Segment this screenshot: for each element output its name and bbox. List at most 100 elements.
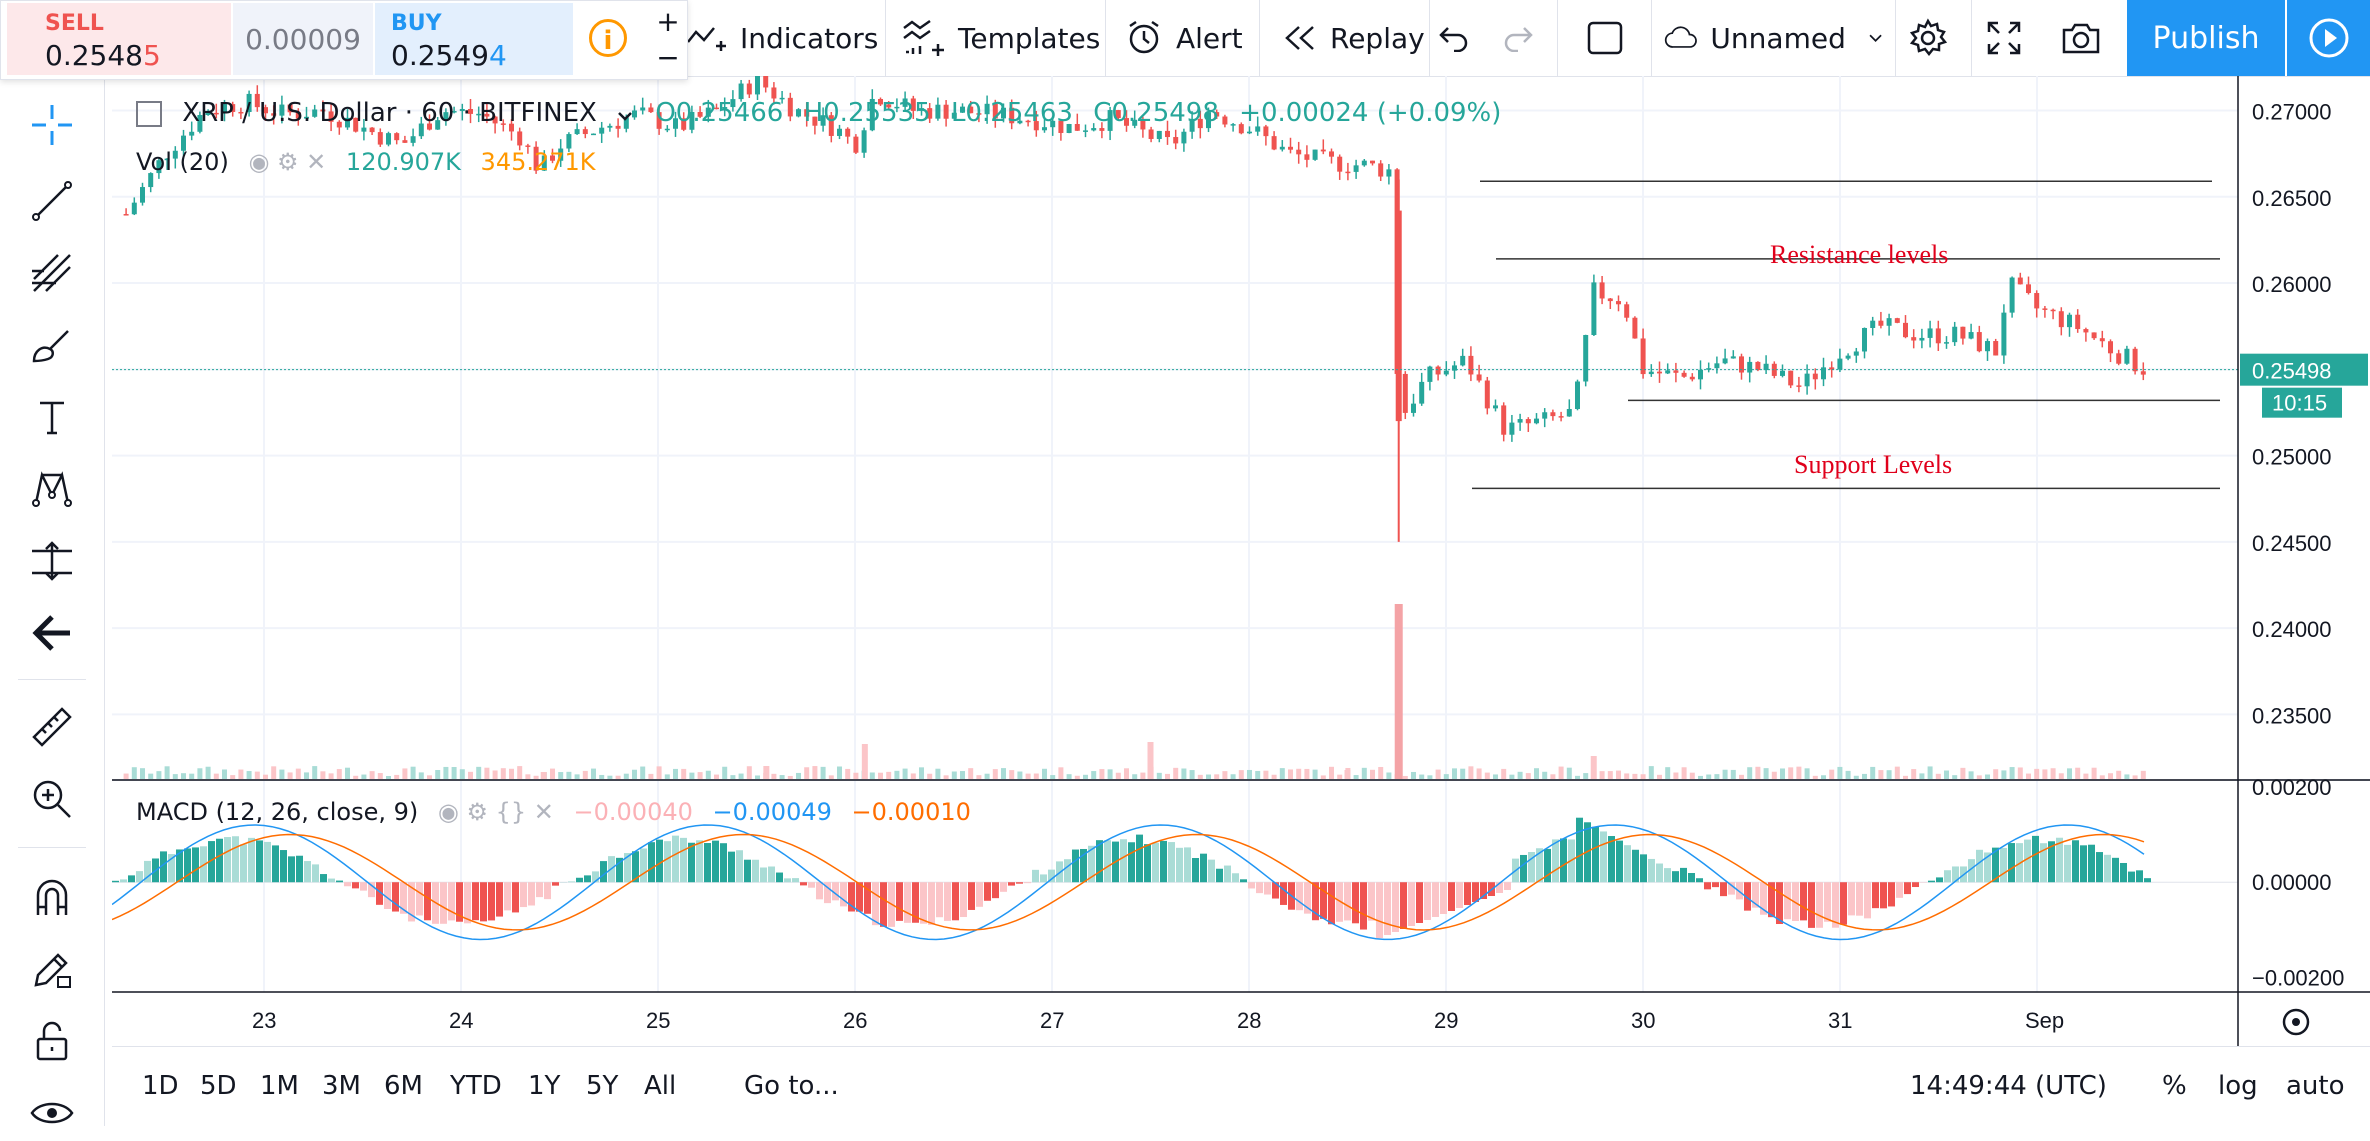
volume-title[interactable]: Vol (20) (136, 148, 229, 176)
range-1m[interactable]: 1M (260, 1071, 299, 1101)
candle-body (1632, 318, 1637, 339)
macd-histogram-bar (288, 856, 295, 882)
replay-button[interactable]: Replay (1260, 0, 1430, 76)
lock-tool[interactable] (20, 1013, 84, 1069)
macd-histogram-bar (120, 879, 127, 882)
settings-button[interactable] (1896, 0, 1972, 76)
visibility-icon[interactable]: ◉ ⚙ ✕ (248, 148, 326, 176)
volume-bar (460, 769, 465, 780)
lock-drawing-mode-tool[interactable] (20, 941, 84, 997)
buy-button[interactable]: BUY 0.25494 (375, 3, 573, 75)
candle-body (1272, 136, 1277, 149)
sell-button[interactable]: SELL 0.25485 (7, 3, 231, 75)
range-5y[interactable]: 5Y (586, 1071, 618, 1101)
pattern-icon (30, 467, 74, 511)
play-button[interactable] (2287, 0, 2370, 76)
volume-bar (1009, 770, 1014, 780)
clock[interactable]: 14:49:44 (UTC) (1910, 1071, 2107, 1101)
zoom-in-icon (30, 777, 74, 821)
templates-button[interactable]: Templates (886, 0, 1106, 76)
range-5d[interactable]: 5D (200, 1071, 237, 1101)
macd-histogram-bar (920, 882, 927, 923)
price-chart[interactable]: 0.270000.265000.260000.255000.250000.245… (112, 76, 2370, 1046)
log-scale-toggle[interactable]: log (2218, 1071, 2258, 1101)
collapse-legend-icon[interactable] (136, 101, 162, 127)
magnet-tool[interactable] (20, 869, 84, 925)
chevron-down-icon[interactable] (617, 111, 633, 121)
undo-button[interactable] (1430, 0, 1490, 76)
zoom-tool[interactable] (20, 771, 84, 827)
alert-button[interactable]: Alert (1106, 0, 1260, 76)
volume-bar (1993, 769, 1998, 780)
last-price-label: 0.25498 (2252, 359, 2332, 384)
decrease-button[interactable]: − (653, 41, 683, 74)
auto-scale-toggle[interactable]: auto (2286, 1071, 2345, 1101)
range-all[interactable]: All (644, 1071, 676, 1101)
time-axis-label: Sep (2025, 1008, 2064, 1033)
text-tool[interactable] (20, 389, 84, 445)
increase-button[interactable]: + (653, 5, 683, 38)
volume-bar (550, 769, 555, 780)
info-icon[interactable]: i (589, 19, 627, 57)
crosshair-tool[interactable] (20, 97, 84, 153)
volume-bar (1116, 773, 1121, 780)
candle-body (1837, 359, 1842, 370)
measure-tool[interactable] (20, 533, 84, 589)
macd-title[interactable]: MACD (12, 26, close, 9) (136, 798, 418, 826)
brush-tool[interactable] (20, 317, 84, 373)
macd-histogram-bar (1720, 882, 1727, 896)
volume-bar (1731, 770, 1736, 780)
volume-bar (1296, 769, 1301, 780)
square-layout-icon (1585, 18, 1625, 58)
goto-button[interactable]: Go to... (744, 1071, 839, 1101)
percent-scale-toggle[interactable]: % (2162, 1071, 2187, 1101)
range-3m[interactable]: 3M (322, 1071, 361, 1101)
volume-bar (140, 768, 145, 780)
volume-bar (870, 772, 875, 780)
fullscreen-button[interactable] (1972, 0, 2048, 76)
volume-bar (1583, 773, 1588, 780)
range-1y[interactable]: 1Y (528, 1071, 560, 1101)
macd-histogram-bar (2000, 848, 2007, 882)
macd-histogram-bar (856, 882, 863, 911)
trend-line-tool[interactable] (20, 173, 84, 229)
back-tool[interactable] (20, 605, 84, 661)
layout-name-dropdown[interactable]: Unnamed (1652, 0, 1896, 76)
candle-body (1485, 381, 1490, 409)
volume-bar (1501, 769, 1506, 780)
range-ytd[interactable]: YTD (450, 1071, 502, 1101)
ohlc-high: H0.25535 (804, 98, 931, 128)
snapshot-button[interactable] (2048, 0, 2126, 76)
candle-body (1698, 370, 1703, 380)
candle-body (2124, 349, 2129, 364)
pitchfork-tool[interactable] (20, 245, 84, 301)
support-annotation[interactable]: Support Levels (1794, 450, 1952, 480)
volume-bar (443, 767, 448, 780)
candle-body (591, 134, 596, 136)
volume-bar (1649, 766, 1654, 780)
macd-histogram-bar (280, 850, 287, 882)
time-axis-label: 31 (1828, 1008, 1852, 1033)
candle-body (1362, 161, 1367, 166)
range-1d[interactable]: 1D (142, 1071, 179, 1101)
hide-drawings-tool[interactable] (20, 1085, 84, 1141)
volume-bar (1600, 771, 1605, 780)
range-6m[interactable]: 6M (384, 1071, 423, 1101)
price-axis-label: 0.23500 (2252, 703, 2332, 728)
redo-button[interactable] (1490, 0, 1558, 76)
candle-body (837, 129, 842, 136)
candle-body (525, 145, 530, 147)
volume-bar (1452, 768, 1457, 780)
indicators-button[interactable]: Indicators (686, 0, 886, 76)
macd-histogram-bar (1296, 882, 1303, 910)
ruler-tool[interactable] (20, 699, 84, 755)
fullscreen-layout-button[interactable] (1570, 0, 1652, 76)
pattern-tool[interactable] (20, 461, 84, 517)
publish-button[interactable]: Publish (2127, 0, 2285, 76)
candle-body (1427, 367, 1432, 382)
macd-controls-icon[interactable]: ◉ ⚙ {} ✕ (438, 798, 554, 826)
resistance-annotation[interactable]: Resistance levels (1770, 240, 1948, 270)
macd-histogram-bar (1040, 874, 1047, 882)
macd-histogram-bar (1024, 882, 1031, 883)
symbol-title[interactable]: XRP / U.S. Dollar · 60 · BITFINEX (182, 98, 597, 128)
